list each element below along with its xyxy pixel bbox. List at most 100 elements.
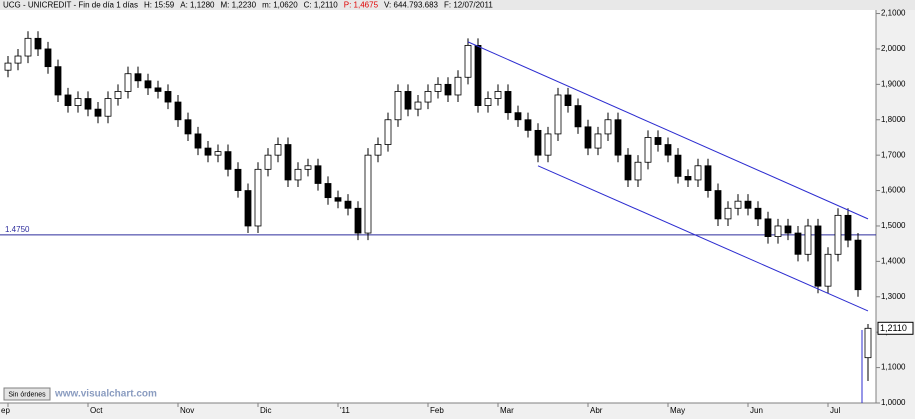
- header-field: F: 12/07/2011: [444, 1, 493, 10]
- x-tick-label: Jul: [830, 406, 840, 415]
- candle-body: [684, 176, 692, 181]
- y-axis-panel: [876, 10, 915, 419]
- candle-body: [24, 37, 32, 57]
- candle-body: [774, 225, 782, 237]
- candle-body: [154, 87, 162, 92]
- candle-body: [244, 190, 252, 227]
- candle-body: [824, 253, 832, 287]
- candle-body: [784, 225, 792, 234]
- candle-body: [534, 129, 542, 156]
- candle-body: [644, 137, 652, 163]
- x-tick-label: Nov: [180, 406, 194, 415]
- candle-body: [794, 232, 802, 255]
- candle-body: [204, 147, 212, 156]
- candle-body: [584, 126, 592, 149]
- candle-body: [714, 190, 722, 220]
- candle-body: [144, 80, 152, 89]
- candle-body: [54, 66, 62, 96]
- x-tick-label: Jun: [750, 406, 763, 415]
- x-axis-panel: [0, 403, 915, 419]
- candle-body: [744, 200, 752, 209]
- level-label: 1.4750: [5, 225, 30, 234]
- candle-body: [674, 154, 682, 177]
- candle-body: [434, 83, 442, 92]
- candle-body: [564, 94, 572, 106]
- candle-body: [324, 183, 332, 199]
- candle-body: [74, 98, 82, 106]
- y-tick-label: 1,5000: [881, 221, 906, 230]
- candle-body: [454, 76, 462, 96]
- candle-body: [694, 165, 702, 181]
- candle-body: [524, 119, 532, 131]
- x-tick-label: Oct: [90, 406, 103, 415]
- candle-body: [354, 207, 362, 234]
- candle-body: [424, 91, 432, 103]
- candle-body: [804, 225, 812, 255]
- candle-body: [814, 225, 822, 287]
- candle-body: [634, 161, 642, 181]
- y-tick-label: 1,6000: [881, 186, 906, 195]
- candle-body: [374, 144, 382, 156]
- candle-body: [84, 98, 92, 110]
- header-field: A: 1,1280: [180, 1, 215, 10]
- orders-button-label[interactable]: Sin órdenes: [8, 391, 46, 398]
- header-field: P: 1,4675: [344, 1, 379, 10]
- candle-body: [124, 73, 132, 92]
- candle-body: [114, 91, 122, 99]
- orders-button[interactable]: [3, 387, 51, 401]
- candle-body: [384, 119, 392, 145]
- candle-body: [764, 218, 772, 237]
- candle-body: [34, 37, 42, 50]
- watermark: www.visualchart.com: [54, 389, 157, 400]
- candle-body: [464, 45, 472, 78]
- x-tick-label: Mar: [500, 406, 514, 415]
- candle-body: [14, 55, 22, 64]
- candle-body: [614, 119, 622, 156]
- y-tick-label: 2,0000: [881, 44, 906, 53]
- candle-body: [184, 119, 192, 135]
- header-field: H: 15:59: [144, 1, 175, 10]
- x-tick-label: '11: [340, 406, 350, 415]
- candle-body: [44, 48, 52, 68]
- y-tick-label: 1,9000: [881, 79, 906, 88]
- candle-body: [134, 73, 142, 82]
- y-tick-label: 1,4000: [881, 256, 906, 265]
- candle-body: [284, 144, 292, 181]
- candle-body: [254, 168, 262, 227]
- candle-body: [264, 154, 272, 170]
- candle-body: [334, 197, 342, 202]
- candle-body: [624, 154, 632, 181]
- candle-body: [294, 168, 302, 181]
- candle-body: [594, 133, 602, 149]
- candle-body: [834, 214, 842, 255]
- candle-body: [544, 133, 552, 156]
- y-tick-label: 1,8000: [881, 115, 906, 124]
- candle-body: [214, 151, 222, 156]
- candle-body: [304, 165, 312, 170]
- y-tick-label: 2,1000: [881, 9, 906, 18]
- candle-body: [484, 98, 492, 106]
- y-tick-label: 1,3000: [881, 292, 906, 301]
- candle-body: [654, 137, 662, 145]
- candle-body: [854, 239, 862, 291]
- candle-body: [364, 154, 372, 234]
- header-field: C: 1,2110: [304, 1, 339, 10]
- last-price-label: 1,2110: [880, 323, 907, 333]
- candle-body: [504, 91, 512, 114]
- candle-body: [844, 214, 852, 241]
- candle-body: [444, 83, 452, 96]
- candle-body: [864, 327, 872, 359]
- candle-body: [174, 101, 182, 121]
- candle-body: [164, 91, 172, 103]
- candle-body: [514, 112, 522, 121]
- x-tick-label: May: [670, 406, 685, 415]
- candle-body: [554, 94, 562, 135]
- header-field: V: 644.793.683: [384, 1, 439, 10]
- candle-body: [274, 144, 282, 156]
- candle-body: [194, 133, 202, 149]
- x-tick-label: Feb: [430, 406, 444, 415]
- candle-body: [474, 45, 482, 106]
- candle-body: [604, 119, 612, 135]
- x-tick-label: Dic: [260, 406, 272, 415]
- candle-body: [394, 91, 402, 121]
